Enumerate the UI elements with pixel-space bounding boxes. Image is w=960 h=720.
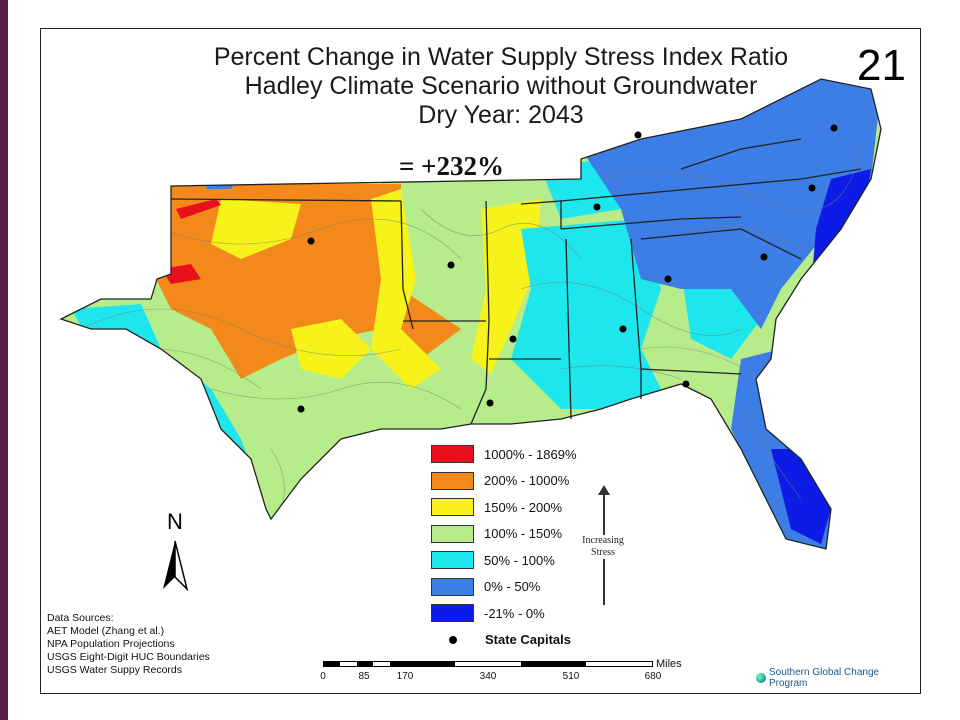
scale-tick: 340 (479, 671, 497, 682)
program-logo: Southern Global Change Program (756, 667, 920, 689)
stress-label-line-1: Increasing (582, 535, 624, 546)
legend-item: 0% - 50% (431, 574, 666, 600)
state-capital-markers (297, 124, 838, 413)
scale-tick: 680 (644, 671, 662, 682)
map-frame: Percent Change in Water Supply Stress In… (40, 28, 921, 694)
scale-tick: 0 (320, 671, 326, 682)
scale-bar: Miles 0 85 170 340 510 680 (320, 658, 681, 693)
data-source-line: NPA Population Projections (47, 638, 175, 650)
legend-swatch (431, 498, 474, 516)
legend-swatch (431, 445, 474, 463)
map-legend: 1000% - 1869% 200% - 1000% 150% - 200% 1… (431, 441, 666, 653)
slide-left-accent-bar (0, 0, 8, 720)
legend-label: 150% - 200% (484, 499, 563, 515)
increasing-stress-label: Increasing Stress (563, 535, 643, 559)
title-line-3: Dry Year: 2043 (418, 101, 584, 129)
legend-item: -21% - 0% (431, 600, 666, 626)
data-source-line: AET Model (Zhang et al.) (47, 625, 165, 637)
legend-label: 1000% - 1869% (484, 446, 577, 462)
legend-label: State Capitals (485, 632, 571, 647)
legend-item: 50% - 100% (431, 547, 666, 573)
legend-item: 150% - 200% (431, 494, 666, 520)
data-source-line: USGS Water Suppy Records (47, 664, 182, 676)
legend-swatch (431, 577, 474, 596)
southeast-us-map (59, 78, 882, 550)
north-arrow-icon (163, 540, 189, 592)
legend-label: 200% - 1000% (484, 473, 570, 488)
percent-annotation: = +232% (399, 151, 505, 181)
legend-swatch (431, 471, 474, 490)
legend-swatch (431, 604, 474, 622)
legend-item: 200% - 1000% (431, 468, 666, 494)
scale-unit: Miles (656, 658, 682, 670)
map-title: Percent Change in Water Supply Stress In… (141, 43, 861, 130)
scale-bar-graphic (323, 661, 653, 667)
legend-label: -21% - 0% (484, 605, 545, 621)
north-arrow: N (153, 509, 203, 609)
slide-number: 21 (857, 41, 906, 90)
data-source-line: USGS Eight-Digit HUC Boundaries (47, 651, 210, 663)
stress-label-line-2: Stress (591, 547, 615, 558)
legend-swatch (431, 551, 474, 569)
legend-item-capitals: State Capitals (431, 627, 666, 653)
data-sources: Data Sources: AET Model (Zhang et al.) N… (47, 612, 210, 677)
scale-tick: 170 (396, 671, 414, 682)
capital-dot-icon (449, 635, 457, 644)
legend-label: 50% - 100% (484, 552, 555, 568)
scale-tick: 85 (358, 671, 370, 682)
title-line-2: Hadley Climate Scenario without Groundwa… (244, 72, 758, 100)
logo-text: Southern Global Change Program (768, 667, 880, 689)
data-sources-heading: Data Sources: (47, 612, 114, 624)
scale-tick: 510 (562, 671, 580, 682)
title-line-1: Percent Change in Water Supply Stress In… (213, 43, 789, 71)
north-label: N (167, 509, 183, 534)
legend-label: 100% - 150% (484, 526, 563, 541)
state-borders (59, 78, 882, 550)
legend-item: 100% - 150% (431, 521, 666, 547)
legend-swatch (431, 524, 474, 543)
legend-label: 0% - 50% (484, 579, 541, 594)
legend-item: 1000% - 1869% (431, 441, 666, 467)
globe-icon (756, 673, 766, 683)
